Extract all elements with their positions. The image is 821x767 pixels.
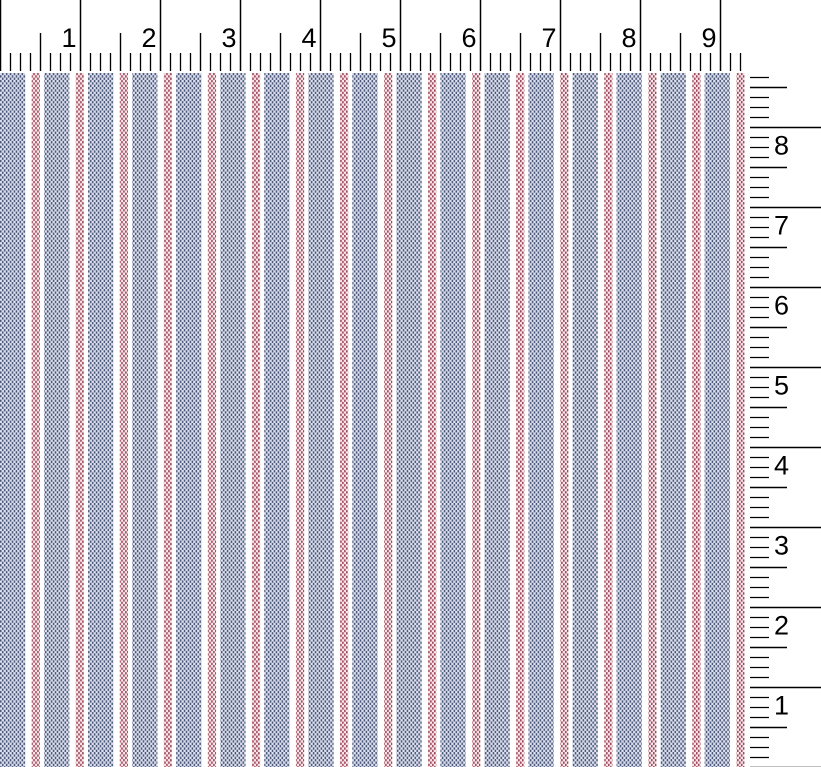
svg-text:9: 9 xyxy=(701,23,716,53)
svg-text:6: 6 xyxy=(461,23,476,53)
svg-text:7: 7 xyxy=(774,211,789,241)
svg-text:5: 5 xyxy=(774,371,789,401)
svg-text:3: 3 xyxy=(774,531,789,561)
svg-text:1: 1 xyxy=(774,691,789,721)
svg-text:2: 2 xyxy=(774,611,789,641)
svg-text:5: 5 xyxy=(381,23,396,53)
svg-text:4: 4 xyxy=(301,23,316,53)
svg-text:6: 6 xyxy=(774,291,789,321)
svg-text:8: 8 xyxy=(774,131,789,161)
svg-text:8: 8 xyxy=(621,23,636,53)
svg-text:2: 2 xyxy=(141,23,156,53)
svg-text:4: 4 xyxy=(774,451,789,481)
svg-text:7: 7 xyxy=(541,23,556,53)
svg-text:1: 1 xyxy=(61,23,76,53)
svg-text:3: 3 xyxy=(221,23,236,53)
